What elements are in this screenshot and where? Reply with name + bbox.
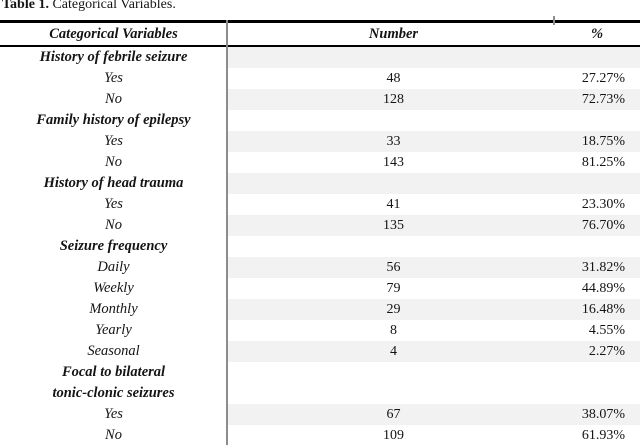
category-row: Seizure frequency <box>0 236 640 257</box>
row-percent <box>560 110 640 131</box>
row-percent <box>560 46 640 68</box>
table-row: Weekly 79 44.89% <box>0 278 640 299</box>
row-label: Focal to bilateral tonic-clonic seizures <box>52 363 175 401</box>
row-percent: 72.73% <box>560 88 640 110</box>
categorical-variables-table: Categorical Variables Number % History o… <box>0 16 640 445</box>
row-label: Seizure frequency <box>59 237 168 254</box>
row-label: Daily <box>97 258 130 275</box>
row-label: No <box>105 426 122 443</box>
row-percent: 44.89% <box>581 280 625 296</box>
table-row: Yearly 8 4.55% <box>0 320 640 341</box>
row-number: 33 <box>227 130 560 152</box>
table-top-rule <box>0 20 640 23</box>
top-rule-tick <box>553 16 555 25</box>
row-number: 67 <box>227 403 560 425</box>
row-label: Seasonal <box>87 342 140 359</box>
table-row: Monthly 29 16.48% <box>0 298 640 320</box>
category-row: History of febrile seizure <box>0 46 640 68</box>
column-header-number: Number <box>368 26 419 42</box>
row-number: 56 <box>227 256 560 278</box>
table-row: Yes 41 23.30% <box>0 194 640 215</box>
column-header-percent: % <box>590 26 604 42</box>
row-percent: 16.48% <box>560 298 640 320</box>
category-row: Family history of epilepsy <box>0 110 640 131</box>
table-row: Yes 33 18.75% <box>0 130 640 152</box>
row-label: Family history of epilepsy <box>36 111 191 128</box>
row-label: No <box>105 153 122 170</box>
row-percent <box>560 362 640 404</box>
table-header-rule <box>0 45 640 47</box>
row-number: 109 <box>383 427 404 443</box>
row-label: Yes <box>104 132 123 149</box>
row-number: 128 <box>227 88 560 110</box>
row-percent: 81.25% <box>581 154 625 170</box>
table-row: Daily 56 31.82% <box>0 256 640 278</box>
table-row: No 143 81.25% <box>0 152 640 173</box>
row-percent <box>560 172 640 194</box>
row-number <box>227 172 560 194</box>
row-number: 79 <box>386 280 401 296</box>
column-divider-line <box>226 20 228 445</box>
row-label: Yes <box>104 69 123 86</box>
row-number <box>227 110 560 131</box>
row-label: History of febrile seizure <box>39 48 188 65</box>
row-number: 135 <box>227 214 560 236</box>
table-row: No 135 76.70% <box>0 214 640 236</box>
row-label: Monthly <box>89 300 138 317</box>
row-label: Yes <box>104 405 123 422</box>
table-caption: Table 1. Categorical Variables. <box>2 0 176 13</box>
row-label: No <box>105 90 122 107</box>
row-percent: 61.93% <box>581 427 625 443</box>
row-label: Weekly <box>93 279 134 296</box>
row-number: 41 <box>386 196 401 212</box>
table-row: Yes 48 27.27% <box>0 68 640 89</box>
row-number: 29 <box>227 298 560 320</box>
row-label: No <box>105 216 122 233</box>
row-percent: 2.27% <box>560 340 640 362</box>
row-percent: 18.75% <box>560 130 640 152</box>
category-row: Focal to bilateral tonic-clonic seizures <box>0 362 640 404</box>
row-percent: 4.55% <box>588 322 625 338</box>
row-percent: 38.07% <box>560 403 640 425</box>
row-number <box>227 236 560 257</box>
table-row: No 109 61.93% <box>0 425 640 445</box>
row-number: 4 <box>227 340 560 362</box>
row-number: 48 <box>386 70 401 86</box>
row-percent: 27.27% <box>581 70 625 86</box>
table-body: History of febrile seizure Yes 48 27.27% No 1… <box>0 46 640 445</box>
row-number <box>227 46 560 68</box>
column-header-categorical-variables: Categorical Variables <box>49 26 178 42</box>
table-caption-title: Categorical Variables. <box>48 0 176 12</box>
row-number <box>227 362 560 404</box>
row-label: History of head trauma <box>43 174 184 191</box>
row-percent: 76.70% <box>560 214 640 236</box>
row-percent <box>560 236 640 257</box>
table-row: Yes 67 38.07% <box>0 403 640 425</box>
row-number: 143 <box>383 154 404 170</box>
table-row: Seasonal 4 2.27% <box>0 340 640 362</box>
table-header-row: Categorical Variables Number % <box>0 23 640 45</box>
row-percent: 31.82% <box>560 256 640 278</box>
row-number: 8 <box>390 322 397 338</box>
table-row: No 128 72.73% <box>0 88 640 110</box>
row-label: Yes <box>104 195 123 212</box>
category-row: History of head trauma <box>0 172 640 194</box>
table-caption-number: Table 1. <box>2 0 49 12</box>
row-label: Yearly <box>95 321 132 338</box>
row-percent: 23.30% <box>581 196 625 212</box>
